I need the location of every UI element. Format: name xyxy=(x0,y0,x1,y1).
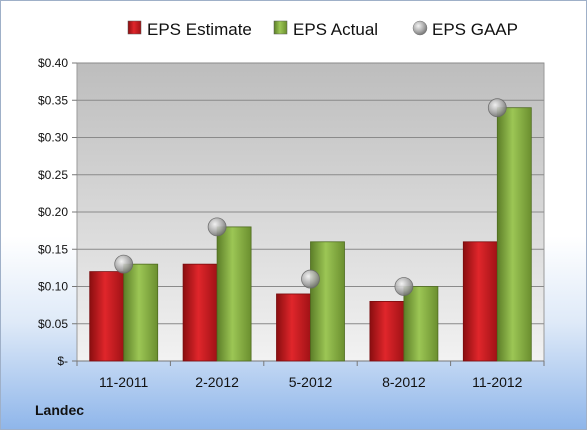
bar-eps-actual xyxy=(216,226,252,362)
y-tick-label: $0.40 xyxy=(38,56,68,70)
bar-eps-actual xyxy=(496,107,532,362)
y-tick-label: $- xyxy=(57,354,68,368)
legend-swatch xyxy=(127,20,142,35)
legend-swatch xyxy=(273,20,288,35)
legend-swatch xyxy=(412,20,428,36)
x-category-label: 8-2012 xyxy=(382,374,426,390)
y-tick-label: $0.25 xyxy=(38,168,68,182)
point-eps-gaap xyxy=(301,269,320,289)
x-category-label: 2-2012 xyxy=(195,374,239,390)
point-eps-gaap xyxy=(207,217,227,237)
legend-label: EPS GAAP xyxy=(432,20,518,39)
y-tick-label: $0.30 xyxy=(38,131,68,145)
bar-eps-estimate xyxy=(89,271,125,362)
bar-eps-actual xyxy=(123,263,159,362)
y-tick-label: $0.15 xyxy=(38,242,68,256)
y-tick-label: $0.20 xyxy=(38,205,68,219)
point-eps-gaap xyxy=(114,254,134,274)
x-category-label: 11-2012 xyxy=(472,374,523,390)
legend: EPS Estimate EPS Actual EPS GAAP xyxy=(127,20,518,39)
bar-eps-estimate xyxy=(369,300,405,362)
x-category-label: 11-2011 xyxy=(99,374,149,390)
bar-eps-estimate xyxy=(182,263,218,362)
bar-eps-estimate xyxy=(276,293,311,362)
x-category-label: 5-2012 xyxy=(289,374,333,390)
legend-label: EPS Estimate xyxy=(147,20,252,39)
y-tick-label: $0.10 xyxy=(38,280,68,294)
legend-label: EPS Actual xyxy=(293,20,378,39)
point-eps-gaap xyxy=(394,277,414,296)
y-tick-label: $0.35 xyxy=(38,93,68,107)
company-name: Landec xyxy=(35,402,85,418)
y-tick-label: $0.05 xyxy=(38,317,68,331)
plot-area: $- $0.05 $0.10 $0.15 $0.20 $0.25 $0.30 $0.35 $0.… xyxy=(38,56,545,390)
point-eps-gaap xyxy=(487,98,507,118)
bar-eps-actual xyxy=(403,286,439,362)
bar-eps-estimate xyxy=(462,241,498,362)
bar-eps-actual xyxy=(310,241,345,362)
